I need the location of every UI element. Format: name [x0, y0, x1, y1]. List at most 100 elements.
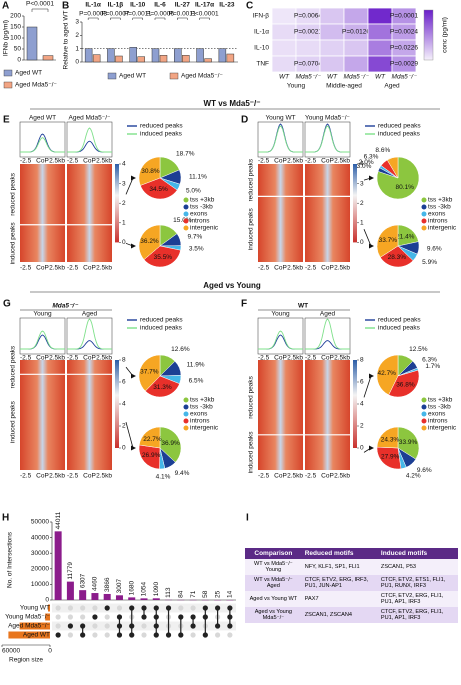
legend-dot [421, 204, 427, 210]
y-tick-label: 0 [17, 57, 21, 64]
x-tick-label: 2.5kb [334, 158, 350, 165]
colorbar-tick-label: 8 [122, 357, 126, 364]
pie-slice [138, 354, 161, 392]
colorbar-tick-label: 8 [360, 357, 364, 364]
colorbar [423, 9, 434, 61]
profile-frame [19, 121, 66, 158]
pie-value-label: 12.6% [171, 346, 190, 353]
pie-value-label: 26.9% [142, 452, 161, 459]
dot-member [55, 632, 61, 638]
pie-slice [138, 444, 161, 470]
pie-value-label: 22.7% [143, 436, 162, 443]
set-label: Young Mda5⁻/⁻ [5, 614, 51, 621]
category-label: IL-10 [130, 2, 146, 9]
panel-letter: F [241, 299, 247, 310]
legend-dot [183, 204, 189, 210]
dot-member [80, 623, 86, 629]
set-label: Aged Mda5⁻/⁻ [8, 623, 50, 630]
dot-member [153, 614, 159, 620]
p-value: P=0.0003 [79, 11, 107, 18]
pie-value-label: 42.7% [378, 370, 397, 377]
panel-letter: G [3, 299, 11, 310]
dot-member [153, 632, 159, 638]
table-row: Aged vs Young Mda5⁻/⁻ ZSCAN1, ZSCAN4 CTCF,… [245, 607, 458, 623]
panel-letter: I [246, 513, 249, 524]
y-tick-label: 200 [10, 13, 21, 20]
profile-frame [66, 317, 113, 355]
y-tick-label: 40000 [31, 534, 49, 541]
table-cell: CTCF, ETV2, ERG, IRF3, PU1, JUN-AP1 [301, 575, 378, 591]
profile-line [258, 125, 303, 153]
set-tick-label: 0 [48, 648, 52, 655]
x-tick-label: CoP [274, 158, 287, 165]
legend-label: induced peaks [140, 325, 183, 332]
colorbar-tick-label: 6 [122, 379, 126, 386]
row-label: induced peaks [248, 207, 255, 250]
table-header-row: Comparison Reduced motifs Induced motifs [245, 548, 458, 559]
bracket [87, 17, 99, 20]
heat-cell [295, 39, 321, 57]
bar-value-label: 44011 [55, 511, 62, 529]
column-label: Mda5⁻/⁻ [344, 74, 369, 81]
x-tick-label: -2.5 [20, 265, 32, 272]
x-tick-label: 2.5kb [49, 265, 65, 272]
colorbar [353, 360, 357, 448]
legend-label: tss +3kb [190, 397, 215, 404]
dot-empty [190, 605, 196, 611]
table-cell: Aged vs Young Mda5⁻/⁻ [245, 607, 302, 623]
legend-label: reduced peaks [140, 123, 183, 130]
y-tick-label: 0 [45, 597, 49, 604]
pie-value-label: 6.3% [364, 153, 379, 160]
arrow [363, 375, 372, 398]
bracket [177, 17, 188, 20]
pie-value-label: 34.5% [149, 186, 168, 193]
category-label: IL-27 [175, 2, 191, 9]
x-tick-label: CoP [36, 265, 49, 272]
x-tick-label: 2.5kb [287, 355, 303, 362]
bar-value-label: 11779 [67, 562, 74, 580]
set-size-bar [8, 631, 50, 639]
bracket [31, 8, 49, 12]
x-tick-label: -2.5 [305, 473, 317, 480]
dot-member [227, 614, 233, 620]
dot-empty [55, 614, 61, 620]
pie-value-label: 3.5% [189, 245, 204, 252]
colorbar-tick-label: 1 [122, 220, 126, 227]
column-label: Mda5⁻/⁻ [392, 74, 417, 81]
colorbar-tick-label: 2 [122, 423, 126, 430]
arrow-head [131, 445, 136, 451]
x-tick-label: -2.5 [258, 265, 270, 272]
column-group-label: Young [287, 83, 306, 90]
profile-line [305, 125, 350, 153]
y-tick-label: 3 [75, 19, 79, 26]
legend-label: introns [428, 218, 448, 225]
row-label: reduced peaks [248, 375, 255, 418]
row-label: IL-10 [254, 45, 269, 52]
bar [79, 590, 87, 600]
cell-label: P=0.0001 [390, 13, 418, 20]
arrow-head [131, 373, 136, 379]
x-tick-label: 2.5kb [96, 355, 112, 362]
bar [226, 53, 235, 63]
y-tick-label: 1 [75, 45, 79, 52]
dot-member [153, 605, 159, 611]
bracket [199, 17, 210, 20]
dot-empty [141, 632, 147, 638]
bracket [132, 17, 143, 20]
bracket [110, 17, 121, 20]
dot-member [80, 632, 86, 638]
set-tick-label: 60000 [2, 648, 20, 655]
legend-dot [421, 225, 427, 231]
dot-empty [116, 605, 123, 611]
pie-value-label: 80.1% [396, 184, 415, 191]
category-label: IL-17α [195, 2, 214, 9]
pie-value-label: 33.9% [399, 439, 418, 446]
bar [129, 47, 137, 63]
dot-empty [92, 605, 98, 611]
table-cell: CTCF, ETV2, ERG, FLI1, PU1, AP1, IRF3 [377, 591, 458, 607]
y-tick-label: 50000 [31, 519, 49, 526]
x-tick-label: -2.5 [67, 473, 79, 480]
legend-label: introns [428, 418, 448, 425]
colorbar [353, 164, 357, 243]
group-label: Mda5⁻/⁻ [52, 303, 79, 310]
